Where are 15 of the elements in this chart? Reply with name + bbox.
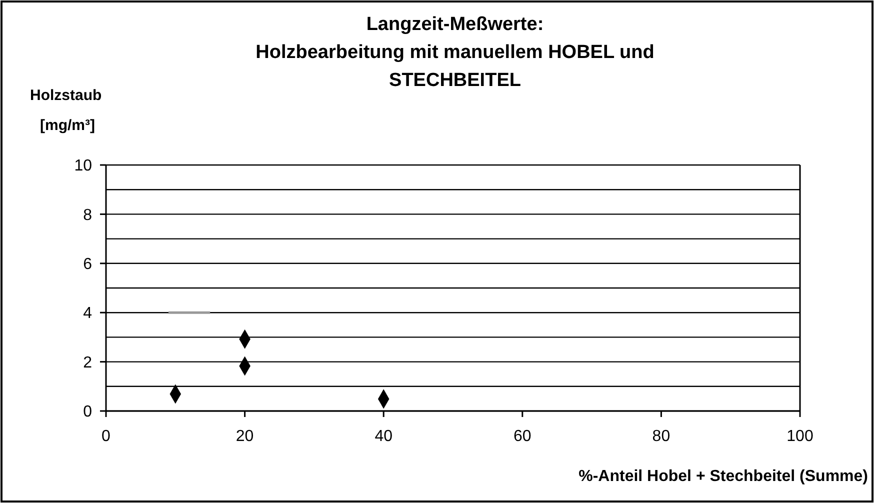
y-tick-label: 4: [83, 305, 92, 322]
x-tick-label: 60: [514, 428, 532, 445]
x-tick-label: 100: [786, 428, 814, 445]
y-tick-label: 2: [83, 354, 92, 372]
x-axis-title: %-Anteil Hobel + Stechbeitel (Summe): [578, 468, 868, 485]
y-tick-label: 6: [83, 256, 92, 273]
y-axis-title: Holzstaub [mg/m³]: [30, 87, 102, 134]
y-tick-label: 8: [83, 206, 92, 224]
x-tick-label: 0: [102, 428, 111, 445]
x-tick-label: 20: [236, 428, 254, 445]
x-tick-label: 40: [374, 428, 393, 445]
y-tick-label: 10: [74, 158, 92, 175]
y-tick-label: 0: [83, 404, 92, 421]
x-tick-label: 80: [652, 428, 670, 445]
chart-title: Langzeit-Meßwerte: Holzbearbeitung mit manuellem HOBEL und STECHBEITEL: [256, 14, 654, 91]
